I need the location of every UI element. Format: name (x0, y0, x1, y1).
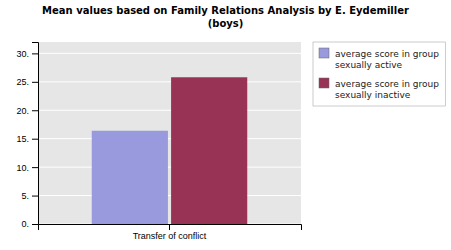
y-axis-line (32, 43, 39, 225)
y-tick: 30. (16, 49, 38, 59)
x-tick-mark (169, 224, 170, 230)
y-tick-mark (32, 110, 38, 111)
y-tick: 20. (16, 106, 38, 116)
y-tick: 5. (21, 191, 38, 201)
y-tick-mark (32, 53, 38, 54)
bars (92, 77, 247, 224)
y-tick: 25. (16, 77, 38, 87)
grid-line (38, 195, 301, 196)
title-line: (boys) (208, 18, 244, 29)
x-tick-label: Transfer of conflict (133, 231, 207, 241)
y-tick: 0. (21, 219, 38, 229)
legend-label-line: average score in group (335, 49, 439, 59)
y-tick-label: 30. (16, 49, 29, 59)
legend-label-line: sexually inactive (335, 90, 411, 100)
legend-label-line: sexually active (335, 60, 403, 70)
x-axis: Transfer of conflict (39, 224, 302, 241)
y-tick-label: 20. (16, 106, 29, 116)
grid-line (38, 138, 301, 139)
x-axis-line (39, 225, 302, 231)
legend-swatch (319, 48, 329, 58)
x-tick: Transfer of conflict (133, 224, 207, 241)
legend-label-line: average score in group (335, 79, 439, 89)
y-tick-mark (32, 139, 38, 140)
grid-line (38, 167, 301, 168)
y-tick-label: 15. (16, 134, 29, 144)
y-tick-label: 0. (21, 219, 29, 229)
y-tick-mark (32, 224, 38, 225)
y-tick-label: 10. (16, 163, 29, 173)
title-line: Mean values based on Family Relations An… (42, 5, 409, 16)
y-tick-label: 5. (21, 191, 29, 201)
y-tick-mark (32, 196, 38, 197)
grid-line (38, 81, 301, 82)
y-tick-mark (32, 167, 38, 168)
legend-item: average score in groupsexually active (319, 48, 439, 70)
legend-swatch (319, 78, 329, 88)
grid-line (38, 53, 301, 54)
y-axis: 0. 5. 10. 15. 20. 25. 30. (16, 43, 38, 230)
bar (171, 77, 247, 224)
y-tick: 15. (16, 134, 38, 144)
bar (92, 131, 168, 224)
y-tick-mark (32, 82, 38, 83)
grid (38, 53, 301, 224)
y-tick: 10. (16, 163, 38, 173)
plot-background (38, 42, 301, 224)
legend-label: average score in groupsexually inactive (335, 79, 439, 100)
legend-item: average score in groupsexually inactive (319, 78, 439, 100)
legend-label: average score in groupsexually active (335, 49, 439, 70)
y-tick-label: 25. (16, 77, 29, 87)
legend: average score in groupsexually activeave… (313, 42, 445, 106)
grid-line (38, 110, 301, 111)
chart: Mean values based on Family Relations An… (0, 0, 451, 250)
legend-frame (313, 42, 445, 106)
title: Mean values based on Family Relations An… (42, 5, 409, 29)
plot: 0. 5. 10. 15. 20. 25. 30. Transfer of conflict (16, 42, 301, 241)
